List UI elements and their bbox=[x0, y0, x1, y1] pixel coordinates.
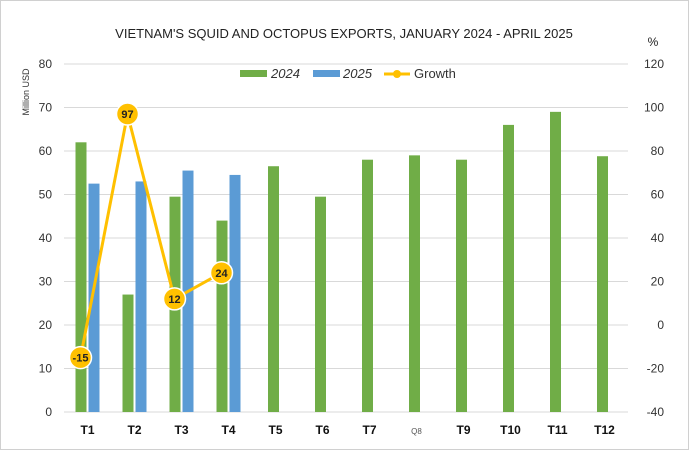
bar-2024 bbox=[315, 196, 326, 412]
growth-data-label: -15 bbox=[73, 353, 89, 365]
y-tick-label: 40 bbox=[39, 231, 53, 245]
x-tick-label: T5 bbox=[268, 423, 282, 437]
legend-label-2024: 2024 bbox=[270, 66, 300, 81]
bar-2024 bbox=[409, 155, 420, 412]
legend-label-growth: Growth bbox=[414, 66, 456, 81]
chart-title: VIETNAM'S SQUID AND OCTOPUS EXPORTS, JAN… bbox=[115, 26, 573, 41]
x-tick-label: T2 bbox=[127, 423, 141, 437]
gridlines bbox=[64, 63, 628, 413]
bar-2024 bbox=[75, 142, 87, 413]
growth-line-layer: -15 97 12 24 bbox=[68, 102, 234, 370]
y-axis-right: -40 -20 0 20 40 60 80 100 120 bbox=[644, 57, 664, 419]
y-tick-label: 60 bbox=[39, 144, 53, 158]
y2-tick-label: -40 bbox=[647, 405, 665, 419]
y-tick-label: 20 bbox=[39, 318, 53, 332]
legend-swatch-2024 bbox=[240, 70, 267, 77]
y-tick-label: 50 bbox=[39, 188, 53, 202]
y-axis-label: Million USD bbox=[21, 68, 31, 116]
bar-2024 bbox=[216, 220, 228, 412]
growth-data-label: 12 bbox=[168, 294, 180, 306]
y-tick-label: 0 bbox=[45, 405, 52, 419]
x-tick-label: T3 bbox=[174, 423, 188, 437]
bar-2024 bbox=[362, 159, 373, 412]
legend-swatch-growth-marker bbox=[393, 70, 401, 78]
y-tick-label: 10 bbox=[39, 362, 53, 376]
bar-2024 bbox=[597, 156, 608, 412]
bar-2024 bbox=[122, 294, 134, 412]
y2-tick-label: 80 bbox=[651, 144, 665, 158]
bar-2025 bbox=[135, 181, 147, 412]
y-tick-label: 70 bbox=[39, 101, 53, 115]
x-tick-label: T7 bbox=[362, 423, 376, 437]
x-tick-label: T12 bbox=[594, 423, 615, 437]
bar-2025 bbox=[88, 183, 100, 412]
x-tick-label: T11 bbox=[547, 423, 567, 437]
y2-tick-label: 120 bbox=[644, 57, 664, 71]
growth-line bbox=[79, 113, 223, 358]
y2-tick-label: 60 bbox=[651, 188, 665, 202]
y2-tick-label: 0 bbox=[657, 318, 664, 332]
growth-data-label: 24 bbox=[215, 268, 228, 280]
bar-2024 bbox=[550, 111, 561, 412]
bar-2024 bbox=[456, 159, 467, 412]
growth-point bbox=[115, 102, 140, 126]
bars bbox=[75, 111, 608, 413]
x-tick-label: T10 bbox=[500, 423, 521, 437]
x-tick-label: T9 bbox=[456, 423, 470, 437]
y-axis-left: 0 10 20 30 40 50 60 70 80 bbox=[39, 57, 53, 419]
x-tick-label: Q8 bbox=[411, 427, 422, 436]
growth-point bbox=[68, 345, 93, 370]
y-tick-label: 30 bbox=[39, 275, 53, 289]
y2-tick-label: 40 bbox=[651, 231, 665, 245]
growth-point bbox=[209, 261, 234, 285]
x-tick-label: T6 bbox=[315, 423, 329, 437]
y2-tick-label: 20 bbox=[651, 275, 665, 289]
bar-2024 bbox=[268, 166, 279, 412]
legend-label-2025: 2025 bbox=[342, 66, 373, 81]
y-tick-label: 80 bbox=[39, 57, 53, 71]
y2-tick-label: -20 bbox=[647, 362, 665, 376]
y2-axis-label: % bbox=[648, 35, 659, 49]
x-tick-label: T4 bbox=[221, 423, 235, 437]
growth-data-label: 97 bbox=[121, 109, 133, 121]
bar-2024 bbox=[503, 124, 514, 413]
bar-2025 bbox=[229, 174, 241, 412]
growth-point bbox=[162, 287, 187, 311]
y2-tick-label: 100 bbox=[644, 101, 664, 115]
legend: 2024 2025 Growth bbox=[240, 66, 456, 81]
x-tick-label: T1 bbox=[80, 423, 94, 437]
legend-swatch-2025 bbox=[313, 70, 340, 77]
x-axis: T1 T2 T3 T4 T5 T6 T7 Q8 T9 T10 T11 T12 bbox=[80, 423, 615, 437]
